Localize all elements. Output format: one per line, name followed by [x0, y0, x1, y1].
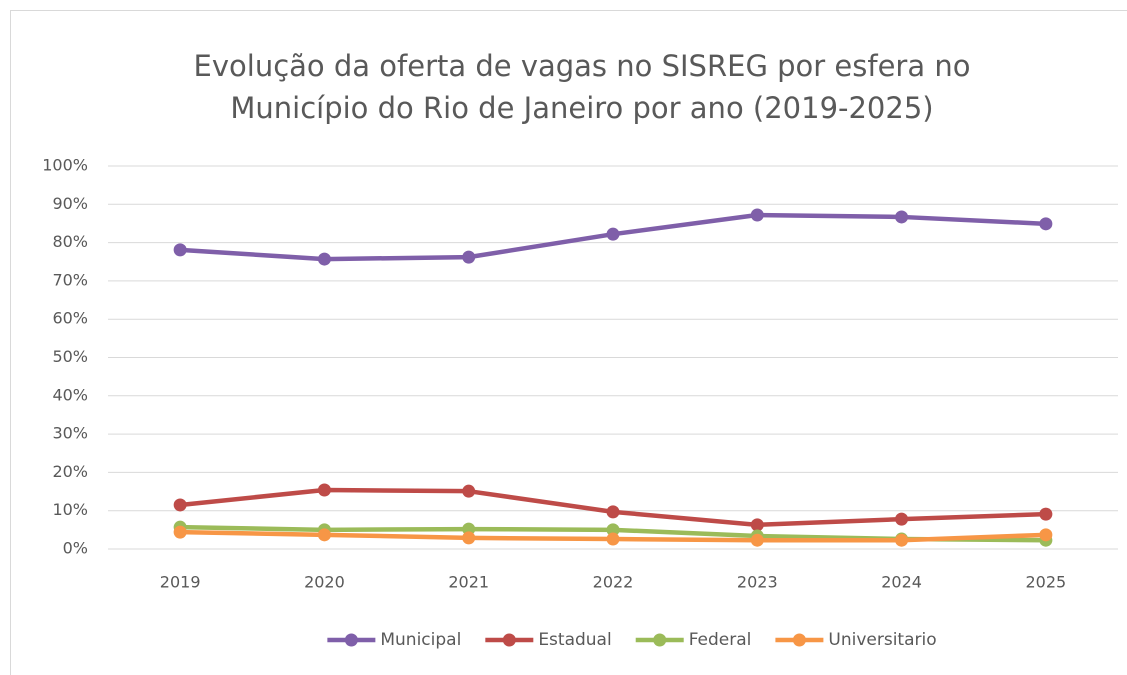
series-marker [606, 227, 620, 241]
legend-marker [502, 633, 516, 647]
x-tick-label: 2021 [448, 573, 489, 592]
series-marker [173, 525, 187, 539]
x-tick-label: 2019 [160, 573, 201, 592]
legend-label: Municipal [380, 630, 461, 650]
x-tick-label: 2025 [1025, 573, 1066, 592]
series-marker [462, 484, 476, 498]
series-marker [317, 483, 331, 497]
series-marker [462, 250, 476, 264]
legend-label: Estadual [538, 630, 611, 650]
series-marker [317, 252, 331, 266]
chart-frame [10, 10, 1127, 675]
y-tick-label: 90% [52, 194, 88, 213]
legend-marker [344, 633, 358, 647]
y-tick-label: 10% [52, 500, 88, 519]
y-tick-label: 70% [52, 270, 88, 289]
series-marker [317, 528, 331, 542]
chart-title: Evolução da oferta de vagas no SISREG po… [194, 49, 971, 83]
legend-marker [792, 633, 806, 647]
series-marker [606, 505, 620, 519]
series-marker [895, 210, 909, 224]
series-marker [606, 532, 620, 546]
series-marker [895, 533, 909, 547]
y-tick-label: 60% [52, 309, 88, 328]
y-tick-label: 50% [52, 347, 88, 366]
x-tick-label: 2022 [593, 573, 634, 592]
series-marker [1039, 507, 1053, 521]
x-tick-label: 2020 [304, 573, 345, 592]
series-marker [462, 531, 476, 545]
series-marker [1039, 217, 1053, 231]
chart-title: Município do Rio de Janeiro por ano (201… [230, 91, 933, 125]
y-tick-label: 100% [42, 156, 88, 175]
y-tick-label: 0% [63, 539, 88, 558]
series-marker [750, 533, 764, 547]
series-marker [895, 512, 909, 526]
y-tick-label: 80% [52, 232, 88, 251]
series-marker [173, 243, 187, 257]
legend-label: Federal [689, 630, 752, 650]
series-marker [173, 498, 187, 512]
series-marker [1039, 528, 1053, 542]
y-tick-label: 20% [52, 462, 88, 481]
series-marker [750, 518, 764, 532]
y-tick-label: 30% [52, 424, 88, 443]
legend-label: Universitario [828, 630, 936, 650]
y-tick-label: 40% [52, 385, 88, 404]
x-tick-label: 2024 [881, 573, 922, 592]
legend-marker [653, 633, 667, 647]
x-tick-label: 2023 [737, 573, 778, 592]
series-marker [606, 523, 620, 537]
series-marker [750, 208, 764, 222]
